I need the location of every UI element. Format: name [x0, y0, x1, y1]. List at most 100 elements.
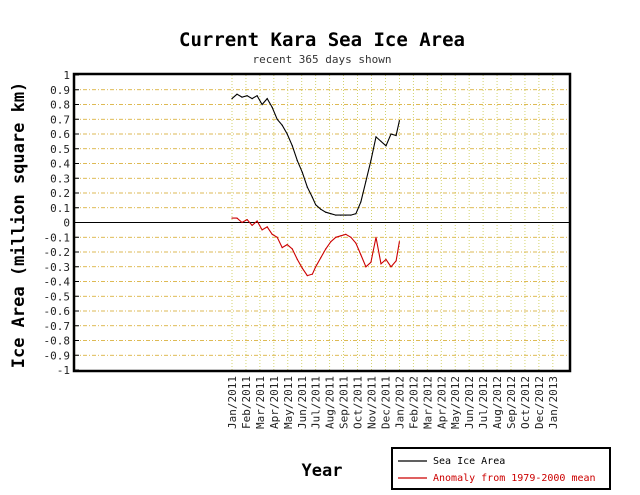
anomaly-point: [335, 236, 337, 238]
sea-ice-point: [375, 136, 377, 138]
sea-ice-point: [385, 145, 387, 147]
anomaly-point: [231, 217, 233, 219]
sea-ice-point: [380, 140, 382, 142]
anomaly-point: [266, 226, 268, 228]
x-tick-label: Jan/2013: [547, 376, 560, 429]
y-tick-label: 0.3: [50, 172, 70, 185]
anomaly-point: [286, 244, 288, 246]
sea-ice-point: [390, 133, 392, 135]
y-axis-label: Ice Area (million square km): [9, 82, 29, 369]
anomaly-point: [345, 233, 347, 235]
x-tick-label: Nov/2011: [366, 376, 379, 429]
x-tick-label: Sep/2012: [505, 376, 518, 429]
sea-ice-point: [246, 95, 248, 97]
sea-ice-point: [330, 213, 332, 215]
anomaly-point: [385, 258, 387, 260]
sea-ice-point: [340, 214, 342, 216]
anomaly-point: [281, 247, 283, 249]
x-tick-label: Jun/2011: [296, 376, 309, 429]
chart-title: Current Kara Sea Ice Area: [179, 29, 465, 51]
sea-ice-point: [241, 96, 243, 98]
x-tick-label: Aug/2011: [324, 376, 337, 429]
x-tick-label: Jul/2012: [477, 376, 490, 429]
x-tick-label: Apr/2011: [268, 376, 281, 429]
sea-ice-point: [256, 95, 258, 97]
y-tick-label: 0.6: [50, 128, 70, 141]
anomaly-point: [271, 233, 273, 235]
x-tick-label: Dec/2011: [379, 376, 392, 429]
x-tick-label: Mar/2012: [421, 376, 434, 429]
sea-ice-point: [355, 213, 357, 215]
x-tick-label: Jul/2011: [310, 376, 323, 429]
y-tick-label: 0.2: [50, 187, 70, 200]
sea-ice-point: [360, 201, 362, 203]
sea-ice-point: [335, 214, 337, 216]
y-tick-label: 0.9: [50, 84, 70, 97]
sea-ice-point: [370, 160, 372, 162]
sea-ice-point: [231, 98, 233, 100]
x-tick-label: Jan/2012: [393, 376, 406, 429]
anomaly-point: [320, 257, 322, 259]
x-tick-label: Sep/2011: [338, 376, 351, 429]
sea-ice-point: [291, 145, 293, 147]
y-tick-label: 0.7: [50, 113, 70, 126]
sea-ice-point: [350, 214, 352, 216]
x-axis-label: Year: [302, 461, 343, 481]
anomaly-point: [296, 258, 298, 260]
anomaly-point: [360, 254, 362, 256]
anomaly-point: [380, 263, 382, 265]
sea-ice-point: [261, 103, 263, 106]
anomaly-point: [291, 248, 293, 250]
sea-ice-point: [398, 120, 400, 122]
sea-ice-point: [325, 211, 327, 213]
y-tick-label: -0.7: [44, 320, 71, 333]
x-tick-label: Jun/2012: [463, 376, 476, 429]
x-axis-ticks: Jan/2011 Feb/2011 Mar/2011 Apr/2011 May/2011…: [226, 376, 560, 429]
y-tick-label: -0.9: [44, 349, 71, 362]
anomaly-point: [350, 236, 352, 238]
anomaly-point: [251, 224, 253, 226]
anomaly-point: [256, 220, 258, 222]
sea-ice-point: [281, 124, 283, 126]
x-tick-label: Oct/2011: [352, 376, 365, 429]
anomaly-point: [365, 266, 367, 268]
sea-ice-point: [296, 160, 298, 162]
x-tick-label: May/2012: [449, 376, 462, 429]
anomaly-point: [340, 235, 342, 237]
anomaly-point: [325, 248, 327, 250]
y-tick-label: 0: [63, 217, 70, 230]
anomaly-point: [241, 221, 243, 224]
sea-ice-area-line: [231, 93, 400, 216]
y-tick-label: -0.8: [44, 335, 71, 348]
legend: Sea Ice Area Anomaly from 1979-2000 mean: [391, 447, 611, 490]
x-tick-label: May/2011: [282, 376, 295, 429]
y-tick-label: 0.1: [50, 202, 70, 215]
anomaly-point: [375, 236, 377, 238]
sea-ice-point: [271, 106, 273, 108]
anomaly-point: [390, 266, 392, 268]
anomaly-point: [246, 219, 248, 221]
legend-label-anomaly: Anomaly from 1979-2000 mean: [433, 473, 596, 484]
sea-ice-point: [345, 214, 347, 216]
y-tick-label: -0.6: [44, 305, 71, 318]
y-tick-label: 0.4: [50, 158, 70, 171]
series-lines: [231, 93, 400, 277]
x-tick-label: Mar/2011: [254, 376, 267, 429]
chart-subtitle: recent 365 days shown: [252, 53, 391, 66]
y-tick-label: -0.2: [44, 246, 71, 259]
y-tick-label: -0.1: [44, 231, 71, 244]
anomaly-point: [395, 260, 397, 262]
sea-ice-point: [311, 196, 313, 198]
x-tick-label: Feb/2012: [407, 376, 420, 429]
sea-ice-point: [395, 134, 397, 137]
y-tick-label: 0.8: [50, 99, 70, 112]
sea-ice-point: [251, 98, 253, 100]
anomaly-point: [311, 273, 313, 275]
y-tick-label: 1: [63, 69, 70, 82]
anomaly-point: [330, 241, 332, 243]
sea-ice-point: [320, 208, 322, 210]
y-tick-label: -0.3: [44, 261, 71, 274]
x-tick-label: Jan/2011: [226, 376, 239, 429]
y-tick-label: -0.5: [44, 290, 71, 303]
y-tick-label: 0.5: [50, 143, 70, 156]
